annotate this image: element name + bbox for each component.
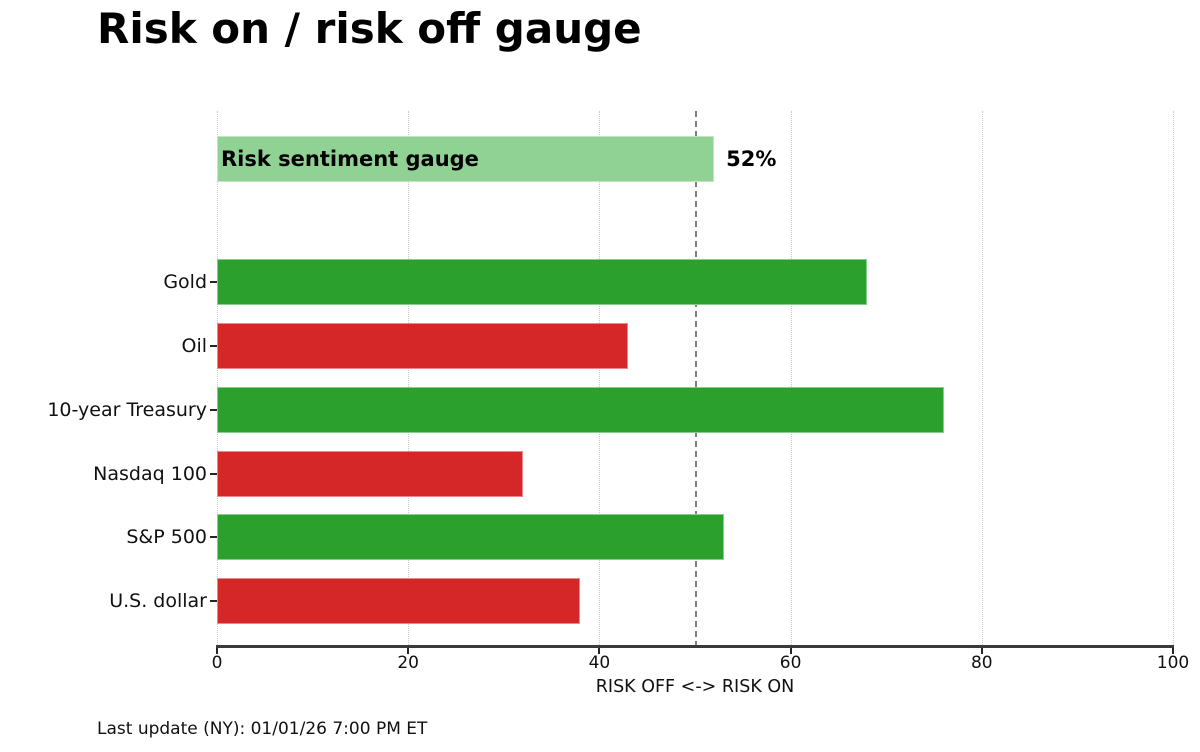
x-tick-80 bbox=[980, 648, 983, 654]
x-tick-20 bbox=[407, 648, 410, 654]
gridline-20 bbox=[408, 111, 410, 647]
bar-gold bbox=[217, 259, 868, 305]
chart-title: Risk on / risk off gauge bbox=[97, 4, 642, 53]
y-tick-s-p-500 bbox=[210, 536, 217, 538]
bar-oil bbox=[217, 323, 629, 369]
y-tick-nasdaq-100 bbox=[210, 473, 217, 475]
gauge-bar-label: Risk sentiment gauge bbox=[221, 147, 479, 171]
y-tick-10-year-treasury bbox=[210, 409, 217, 411]
category-label-s-p-500: S&P 500 bbox=[126, 526, 207, 548]
x-tick-40 bbox=[598, 648, 601, 654]
x-axis-title: RISK OFF <-> RISK ON bbox=[595, 677, 795, 697]
x-tick-100 bbox=[1172, 648, 1174, 654]
bar-s-p-500 bbox=[217, 514, 724, 560]
category-label-gold: Gold bbox=[163, 271, 207, 293]
category-label-oil: Oil bbox=[181, 335, 207, 357]
gridline-100 bbox=[1173, 111, 1174, 647]
gridline-60 bbox=[790, 111, 792, 647]
gridline-0 bbox=[217, 111, 218, 647]
gauge-value-label: 52% bbox=[726, 147, 777, 171]
x-tick-label-80: 80 bbox=[970, 653, 993, 673]
bar-risk-sentiment-gauge bbox=[217, 136, 715, 182]
last-update-note: Last update (NY): 01/01/26 7:00 PM ET bbox=[97, 719, 428, 739]
x-tick-label-100: 100 bbox=[1156, 653, 1190, 673]
y-tick-oil bbox=[210, 345, 217, 347]
x-tick-60 bbox=[789, 648, 792, 654]
category-label-10-year-treasury: 10-year Treasury bbox=[47, 399, 207, 421]
x-tick-label-40: 40 bbox=[588, 653, 611, 673]
x-axis-line bbox=[216, 645, 1174, 648]
y-tick-gold bbox=[210, 281, 217, 283]
category-label-nasdaq-100: Nasdaq 100 bbox=[93, 463, 207, 485]
gridline-80 bbox=[981, 111, 983, 647]
y-tick-u-s-dollar bbox=[210, 600, 217, 602]
x-tick-label-20: 20 bbox=[397, 653, 419, 673]
category-label-u-s-dollar: U.S. dollar bbox=[109, 590, 207, 612]
reference-line-50 bbox=[695, 111, 697, 647]
bar-u-s-dollar bbox=[217, 578, 581, 624]
x-tick-label-0: 0 bbox=[211, 653, 223, 673]
x-tick-0 bbox=[216, 648, 218, 654]
bar-10-year-treasury bbox=[217, 387, 944, 433]
gridline-40 bbox=[599, 111, 601, 647]
bar-nasdaq-100 bbox=[217, 451, 523, 497]
plot-area: Risk sentiment gauge 52% bbox=[217, 111, 1174, 647]
x-tick-label-60: 60 bbox=[779, 653, 802, 673]
